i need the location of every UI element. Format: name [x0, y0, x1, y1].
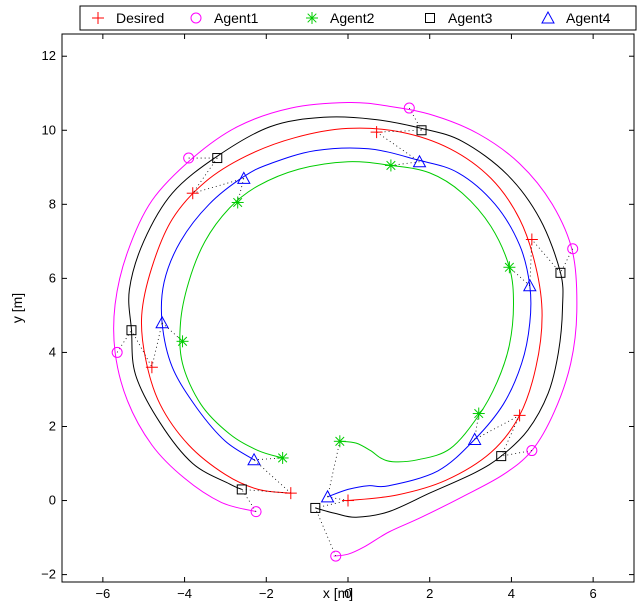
- formation-link: [241, 489, 291, 494]
- series-line-agent4: [160, 147, 532, 498]
- formation-link: [474, 415, 520, 440]
- marker-agent4: [522, 278, 537, 292]
- series-line-agent2: [179, 161, 515, 463]
- formation-link: [408, 107, 422, 131]
- marker-agent2: [276, 451, 289, 464]
- y-tick-label: 0: [49, 493, 56, 508]
- marker-agent3: [310, 502, 321, 513]
- marker-agent4: [247, 452, 261, 466]
- marker-agent1: [526, 445, 538, 457]
- y-tick-label: −2: [41, 567, 56, 582]
- marker-agent3: [555, 267, 566, 278]
- x-tick-label: 6: [590, 586, 597, 601]
- legend-label-agent1: Agent1: [214, 10, 259, 26]
- formation-link: [151, 322, 163, 368]
- marker-agent2: [231, 196, 244, 209]
- y-tick-label: 4: [49, 344, 56, 359]
- marker-agent2: [472, 407, 485, 420]
- marker-desired: [284, 487, 297, 500]
- formation-link: [531, 239, 561, 274]
- marker-agent3: [416, 125, 427, 136]
- formation-link: [376, 131, 420, 163]
- series-line-desired: [140, 127, 543, 501]
- markers-layer: [111, 102, 579, 562]
- marker-agent3: [496, 451, 507, 462]
- marker-agent4: [412, 154, 427, 168]
- legend-label-agent4: Agent4: [566, 10, 611, 26]
- series-layer: [113, 101, 578, 557]
- marker-agent2: [503, 261, 516, 274]
- formation-link: [509, 266, 531, 287]
- formation-link: [161, 322, 183, 342]
- marker-agent1: [183, 152, 195, 164]
- legend-marker-agent3: [425, 13, 435, 23]
- y-tick-label: 12: [42, 48, 56, 63]
- marker-agent4: [320, 489, 335, 503]
- x-axis-label: x [m]: [323, 585, 353, 601]
- y-axis-label: y [m]: [9, 293, 25, 323]
- marker-desired: [370, 126, 383, 139]
- formation-link: [192, 178, 244, 194]
- y-tick-label: 8: [49, 196, 56, 211]
- marker-agent3: [212, 153, 223, 164]
- y-tick-label: 10: [42, 122, 56, 137]
- legend-label-desired: Desired: [116, 10, 164, 26]
- marker-desired: [342, 494, 354, 507]
- marker-desired: [186, 187, 199, 200]
- x-tick-label: −2: [259, 586, 274, 601]
- marker-agent3: [126, 325, 137, 336]
- legend-marker-agent1: [190, 12, 202, 24]
- legend-marker-agent2: [306, 12, 318, 24]
- marker-agent4: [155, 315, 169, 329]
- marker-agent2: [176, 335, 189, 348]
- x-tick-label: −4: [177, 586, 192, 601]
- formation-link: [116, 329, 132, 353]
- legend-label-agent3: Agent3: [448, 10, 493, 26]
- formation-link: [241, 489, 257, 512]
- marker-agent1: [330, 550, 342, 562]
- marker-agent2: [384, 159, 397, 172]
- x-tick-label: 0: [344, 586, 351, 601]
- formation-link: [390, 161, 420, 166]
- formation-links: [116, 107, 574, 557]
- axes: −6 −4 −2 0 2 4 6 −2 0 2 4 6 8 10 12: [41, 33, 635, 601]
- marker-agent4: [236, 171, 251, 184]
- series-line-agent3: [128, 116, 564, 518]
- legend-label-agent2: Agent2: [330, 10, 375, 26]
- marker-agent1: [111, 346, 123, 358]
- marker-agent1: [250, 506, 262, 518]
- marker-agent4: [467, 432, 482, 445]
- formation-link: [254, 457, 283, 461]
- marker-desired: [525, 233, 538, 246]
- marker-desired: [513, 409, 526, 422]
- marker-agent3: [236, 484, 247, 495]
- marker-agent1: [567, 243, 579, 255]
- formation-link: [560, 248, 574, 274]
- formation-link: [327, 441, 341, 497]
- legend-marker-agent4: [541, 10, 555, 24]
- formation-link: [315, 500, 349, 509]
- y-tick-label: 2: [49, 418, 56, 433]
- formation-link: [253, 459, 292, 494]
- x-tick-label: 2: [426, 586, 433, 601]
- marker-agent2: [333, 435, 346, 448]
- formation-link: [237, 178, 245, 203]
- formation-link: [500, 415, 520, 457]
- x-tick-label: −6: [95, 586, 110, 601]
- marker-agent1: [403, 102, 415, 114]
- x-tick-label: 4: [508, 586, 515, 601]
- series-line-agent1: [113, 101, 578, 557]
- legend: Desired Agent1 Agent2 Agent3 Agent4: [79, 5, 637, 31]
- formation-link: [314, 507, 337, 557]
- marker-desired: [145, 361, 158, 374]
- y-tick-label: 6: [49, 270, 56, 285]
- legend-marker-desired: [92, 12, 104, 24]
